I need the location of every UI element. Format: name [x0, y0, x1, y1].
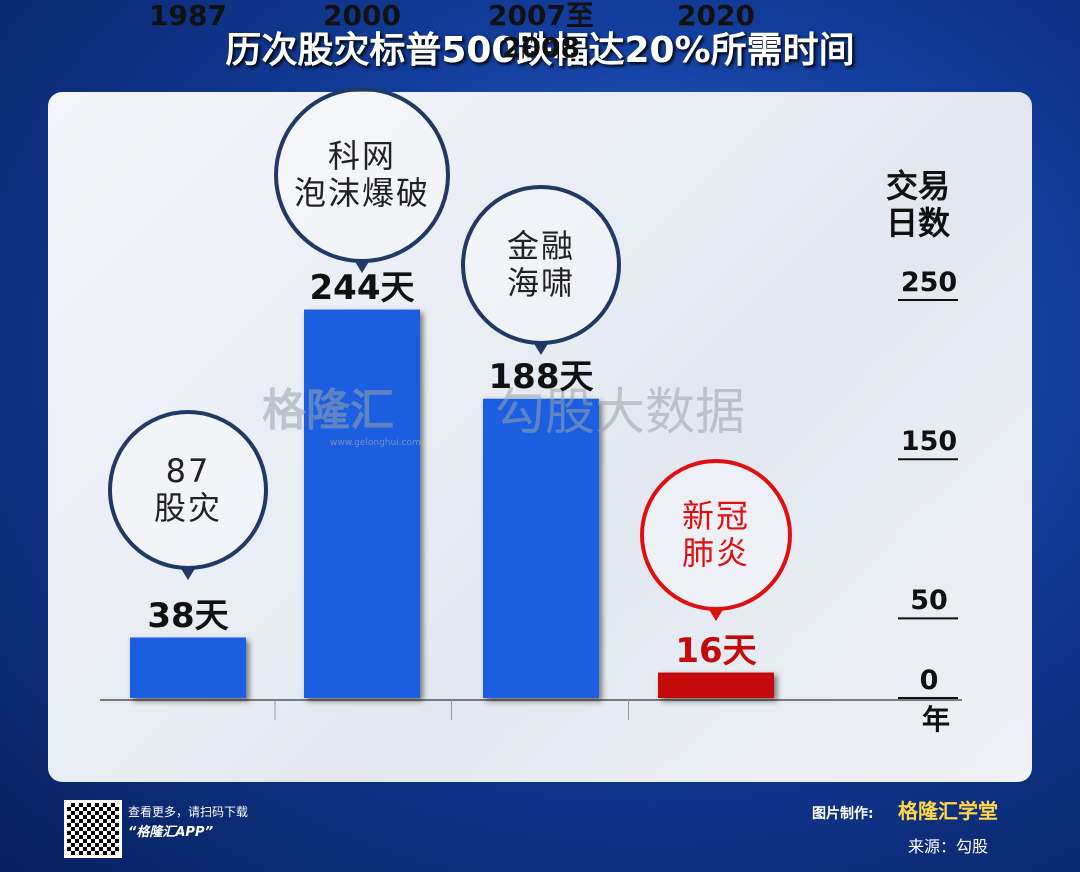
x-tick-label: 2020: [677, 0, 755, 32]
annotation: 87 股灾: [153, 452, 223, 527]
x-tick-label: 2000: [323, 0, 401, 32]
y-tick-label: 50: [910, 585, 948, 617]
bar: [483, 398, 599, 698]
footer-made-by: 图片制作:: [812, 806, 874, 822]
bar: [304, 309, 420, 698]
annotation: 科网 泡沫爆破: [293, 137, 431, 212]
y-tick-label: 0: [919, 664, 939, 696]
annotation: 金融 海啸: [506, 227, 576, 302]
annotation-pointer: [180, 567, 196, 580]
bar: [130, 637, 246, 698]
y-axis-label: 交易 日数: [885, 167, 950, 242]
bar: [658, 672, 774, 698]
x-tick-label: 1987: [149, 0, 227, 32]
footer-brand: 格隆汇学堂: [898, 799, 998, 823]
annotation-pointer: [354, 260, 370, 273]
annotation-pointer: [708, 608, 724, 621]
value-label: 188天: [488, 356, 594, 397]
chart-title: 历次股灾标普500跌幅达20%所需时间: [225, 30, 855, 71]
footer-source: 来源：勾股: [908, 837, 989, 856]
y-tick-label: 250: [900, 266, 958, 298]
annotation-pointer: [533, 342, 549, 355]
value-label: 16天: [675, 630, 757, 671]
value-label: 38天: [147, 595, 229, 636]
watermark-text: 勾股大数据: [495, 383, 745, 441]
qr-code: [64, 800, 122, 858]
footer-download: 查看更多，请扫码下载: [128, 805, 249, 819]
watermark-brand: 格隆汇: [262, 385, 394, 436]
x-tick-label: 2007至 2008: [488, 0, 594, 65]
x-axis-label: 年: [922, 703, 951, 736]
watermark-url: www.gelonghui.com: [330, 438, 421, 448]
value-label: 244天: [309, 267, 415, 308]
footer-app: “格隆汇APP”: [128, 825, 214, 840]
annotation: 新冠 肺炎: [681, 497, 751, 572]
y-tick-label: 150: [900, 426, 958, 458]
